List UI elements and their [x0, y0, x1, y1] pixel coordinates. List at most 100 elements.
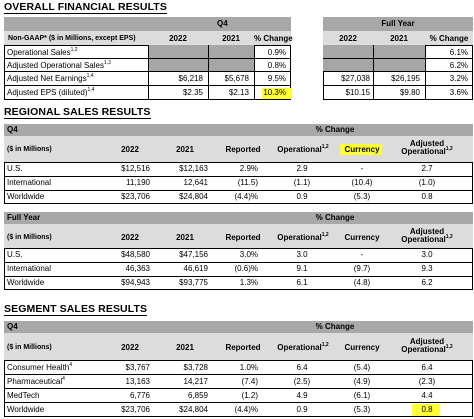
col-divider — [254, 45, 255, 100]
cell: 0.9 — [296, 405, 308, 414]
cell: - — [360, 250, 364, 259]
regional-fy-body-box — [4, 248, 473, 290]
overall-fy-header-bar — [323, 17, 473, 31]
overall-fy-change: 6.2% — [449, 61, 468, 70]
cell: $24,804 — [179, 192, 208, 201]
cell: (1.1) — [293, 178, 311, 187]
overall-q4-2022: $2.35 — [182, 88, 203, 97]
overall-q4-label: Q4 — [217, 19, 228, 28]
row-label: International — [7, 178, 52, 187]
col-adjusted-operational: Adjusted Operational1,3 — [401, 139, 453, 157]
col-2021: 2021 — [176, 233, 194, 242]
regional-q4-pct-change: % Change — [315, 125, 355, 134]
col-divider — [148, 45, 149, 100]
cell: (4.9) — [353, 377, 371, 386]
col-2022: 2022 — [121, 233, 139, 242]
cell: $12,516 — [121, 164, 150, 173]
cell: 6.2 — [421, 278, 433, 287]
overall-fy-2022: $27,038 — [341, 74, 370, 83]
overall-q4-2021: $5,678 — [224, 74, 249, 83]
row-divider — [4, 374, 473, 375]
cell: 3.0 — [421, 250, 433, 259]
row-divider — [4, 85, 291, 86]
regional-section-title: REGIONAL SALES RESULTS — [4, 106, 151, 119]
cell: $94,943 — [121, 278, 150, 287]
segment-q4-period: Q4 — [7, 322, 18, 331]
cell: 2.7 — [421, 164, 433, 173]
cell: (1.0) — [418, 178, 436, 187]
overall-section-title: OVERALL FINANCIAL RESULTS — [4, 1, 167, 14]
row-divider — [4, 402, 473, 403]
col-reported: Reported — [225, 343, 261, 352]
cell: 3.0% — [239, 250, 258, 259]
segment-q4-pct-change: % Change — [315, 322, 355, 331]
row-divider — [323, 71, 473, 72]
cell: $48,580 — [121, 250, 150, 259]
cell: 6,859 — [187, 391, 208, 400]
segment-q4-header-bar — [4, 321, 473, 333]
cell: $24,804 — [179, 405, 208, 414]
regional-fy-units: ($ in Millions) — [7, 234, 52, 241]
overall-fy-col-2021: 2021 — [390, 34, 408, 43]
overall-q4-subheader-bar — [4, 31, 291, 45]
overall-q4-2022: $6,218 — [178, 74, 203, 83]
row-divider — [4, 388, 473, 389]
overall-row-label: Adjusted EPS (diluted)1,4 — [7, 87, 95, 97]
cell: 6,776 — [129, 391, 150, 400]
overall-q4-col-2021: 2021 — [222, 34, 240, 43]
row-divider — [323, 58, 473, 59]
cell: 3.0 — [296, 250, 308, 259]
cell: 6.4 — [296, 363, 308, 372]
overall-q4-2021: $2.13 — [228, 88, 249, 97]
overall-row-label: Operational Sales1,2 — [7, 47, 78, 57]
overall-fy-label: Full Year — [381, 19, 415, 28]
overall-column-label: Non-GAAP* ($ in Millions, except EPS) — [8, 35, 136, 42]
highlight-marker — [340, 144, 382, 155]
cell: 14,217 — [183, 377, 208, 386]
row-label: International — [7, 264, 52, 273]
cell: 9.1 — [296, 264, 308, 273]
cell: $3,767 — [125, 363, 150, 372]
col-reported: Reported — [225, 233, 261, 242]
col-currency: Currency — [344, 233, 380, 242]
row-label: Worldwide — [7, 192, 45, 201]
cell: 2.9 — [296, 164, 308, 173]
cell: 6.1 — [296, 278, 308, 287]
regional-fy-subheader-bar — [4, 224, 473, 248]
overall-fy-change: 6.1% — [449, 48, 468, 57]
cell: (0.6)% — [234, 264, 258, 273]
col-divider — [425, 45, 426, 100]
overall-q4-col-2022: 2022 — [169, 34, 187, 43]
cell: (5.3) — [353, 192, 371, 201]
row-divider — [4, 176, 473, 177]
regional-q4-subheader-bar — [4, 136, 473, 162]
regional-fy-pct-change: % Change — [315, 213, 355, 222]
row-divider — [323, 85, 473, 86]
cell: (4.4)% — [234, 405, 258, 414]
cell: $23,706 — [121, 192, 150, 201]
regional-q4-period: Q4 — [7, 125, 18, 134]
row-label: U.S. — [7, 250, 23, 259]
segment-q4-units: ($ in Millions) — [7, 344, 52, 351]
cell: 0.8 — [421, 405, 433, 414]
cell: 9.3 — [421, 264, 433, 273]
cell: (1.2) — [241, 391, 258, 400]
cell: 0.8 — [421, 192, 433, 201]
regional-q4-body-box — [4, 162, 473, 204]
col-2021: 2021 — [176, 343, 194, 352]
row-label: U.S. — [7, 164, 23, 173]
row-divider — [4, 276, 473, 277]
cell: (9.7) — [353, 264, 371, 273]
row-label: Pharmaceutical4 — [7, 376, 65, 386]
cell: 12,641 — [183, 178, 208, 187]
cell: (2.5) — [293, 377, 311, 386]
col-currency: Currency — [344, 145, 380, 154]
cell: 46,363 — [125, 264, 150, 273]
col-currency: Currency — [344, 343, 380, 352]
highlight-marker — [412, 404, 440, 416]
overall-q4-change: 9.5% — [267, 74, 286, 83]
cell: (6.1) — [353, 391, 371, 400]
segment-q4-subheader-bar — [4, 333, 473, 360]
overall-row-label: Adjusted Net Earnings1,4 — [7, 73, 94, 83]
overall-q4-change: 10.3% — [263, 88, 286, 97]
